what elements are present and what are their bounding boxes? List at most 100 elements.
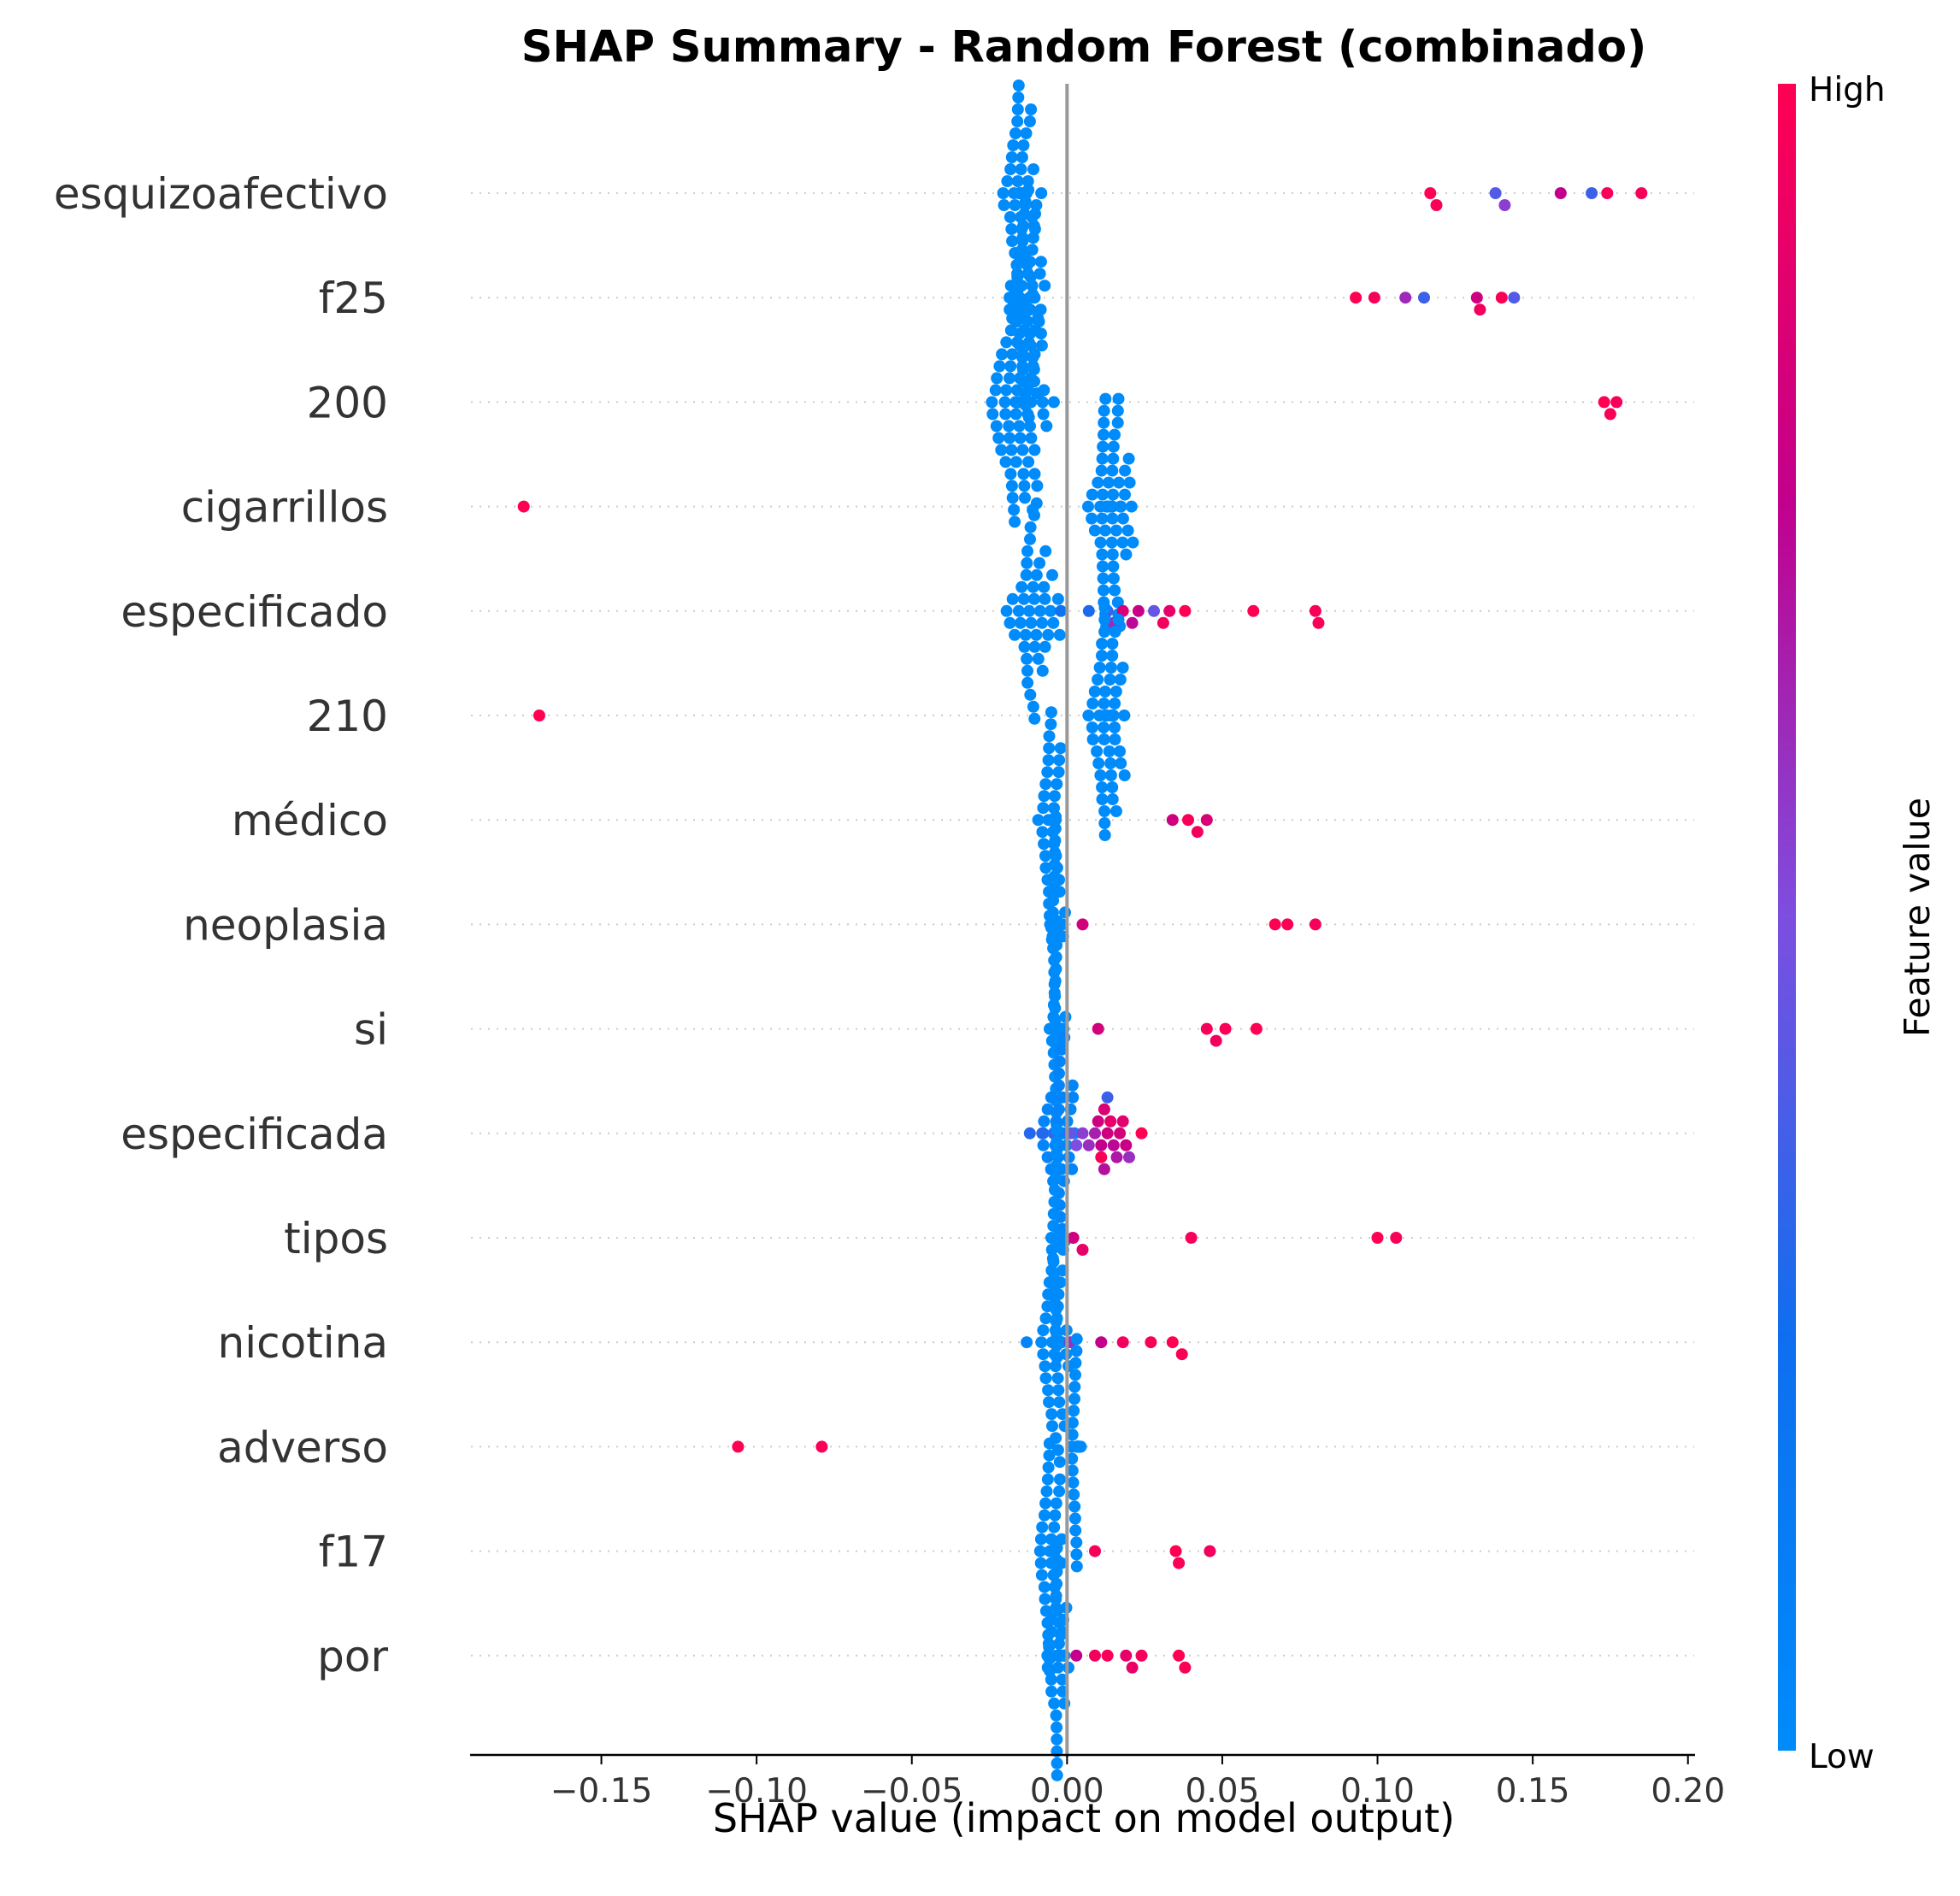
- cluster-point: [1042, 628, 1055, 641]
- cluster-point: [1092, 674, 1104, 686]
- cluster-point: [1036, 1521, 1049, 1534]
- cluster-point: [1025, 396, 1038, 409]
- cluster-point: [1086, 698, 1099, 710]
- cluster-point: [1096, 512, 1109, 525]
- cluster-point: [1004, 372, 1015, 385]
- cluster-point: [1051, 1721, 1063, 1734]
- cluster-point: [1043, 1449, 1056, 1462]
- cluster-point: [1102, 476, 1115, 489]
- chart-title: SHAP Summary - Random Forest (combinado): [521, 22, 1647, 73]
- cluster-point: [1021, 556, 1033, 569]
- cluster-point: [999, 456, 1012, 468]
- cluster-point: [1043, 1276, 1056, 1289]
- cluster-point: [1051, 1124, 1063, 1136]
- cluster-point: [1098, 698, 1110, 710]
- cluster-point: [1053, 1485, 1066, 1498]
- cluster-point: [1035, 1336, 1048, 1349]
- cluster-point: [1027, 163, 1039, 175]
- cluster-point: [1039, 1372, 1052, 1385]
- x-tick-label: 0.10: [1340, 1772, 1415, 1811]
- cluster-point: [1111, 416, 1124, 429]
- colorbar: High Low Feature value: [1778, 71, 1938, 1776]
- cluster-point: [1052, 766, 1065, 779]
- cluster-point: [1053, 1067, 1065, 1080]
- cluster-point: [1015, 244, 1028, 256]
- cluster-point: [1048, 986, 1061, 999]
- cluster-point: [1041, 1103, 1054, 1116]
- cluster-point: [1050, 1497, 1062, 1510]
- cluster-point: [991, 372, 1004, 385]
- cluster-point: [1055, 1043, 1068, 1056]
- cluster-point: [1045, 706, 1057, 719]
- cluster-point: [1009, 199, 1021, 211]
- cluster-point: [1010, 384, 1023, 397]
- cluster-point: [1032, 652, 1045, 665]
- cluster-point: [1048, 790, 1061, 803]
- cluster-point: [1050, 1589, 1062, 1602]
- cluster-point: [1039, 640, 1051, 653]
- cluster-point: [1045, 1685, 1058, 1698]
- cluster-point: [1093, 662, 1106, 674]
- data-point: [1023, 1127, 1036, 1139]
- cluster-point: [1098, 626, 1111, 638]
- data-point: [1076, 918, 1089, 931]
- cluster-point: [1051, 915, 1063, 927]
- cluster-point: [1027, 220, 1040, 233]
- cluster-point: [1006, 592, 1019, 605]
- colorbar-high-label: High: [1809, 71, 1886, 109]
- cluster-point: [1112, 614, 1125, 626]
- x-tick-label: 0.05: [1186, 1772, 1260, 1811]
- data-point: [1247, 604, 1260, 617]
- data-point: [1474, 303, 1486, 316]
- cluster-point: [1051, 1136, 1063, 1148]
- cluster-point: [1082, 710, 1095, 721]
- cluster-point: [1027, 580, 1039, 593]
- cluster-point: [1019, 628, 1032, 641]
- feature-rows: esquizoafectivo f25 200 cigarrillos especifi…: [54, 169, 1694, 1681]
- cluster-point: [1113, 476, 1125, 489]
- cluster-point: [1036, 616, 1049, 629]
- data-point: [1309, 604, 1321, 617]
- cluster-point: [1008, 288, 1021, 301]
- cluster-point: [1052, 1228, 1065, 1241]
- cluster-point: [1015, 151, 1028, 163]
- cluster-point: [1027, 288, 1039, 301]
- data-point: [1219, 1022, 1232, 1035]
- cluster-point: [1024, 533, 1036, 545]
- data-point: [1082, 1139, 1095, 1151]
- feature-label: si: [354, 1005, 388, 1055]
- cluster-point: [1054, 1473, 1066, 1486]
- data-point: [1055, 604, 1068, 617]
- data-point: [1635, 187, 1648, 199]
- cluster-point: [1070, 1345, 1083, 1357]
- cluster-point: [1029, 324, 1042, 337]
- cluster-point: [1025, 616, 1038, 629]
- cluster-point: [1045, 604, 1057, 617]
- data-point: [1166, 814, 1179, 827]
- data-point: [1179, 1661, 1192, 1674]
- cluster-point: [1050, 1601, 1062, 1614]
- cluster-point: [1051, 1757, 1063, 1769]
- cluster-point: [1041, 1473, 1054, 1486]
- cluster-point: [1051, 1733, 1063, 1746]
- data-point: [533, 710, 545, 721]
- x-tick-label: −0.15: [550, 1772, 653, 1811]
- cluster-point: [1051, 1661, 1064, 1674]
- cluster-point: [1056, 1625, 1068, 1638]
- data-point: [1371, 1232, 1384, 1244]
- cluster-point: [1127, 536, 1139, 549]
- cluster-point: [1051, 927, 1063, 939]
- cluster-point: [1045, 1336, 1058, 1349]
- data-point: [1399, 291, 1412, 304]
- cluster-point: [1016, 348, 1029, 361]
- data-point: [1175, 1348, 1188, 1361]
- cluster-point: [986, 396, 998, 409]
- cluster-point: [1074, 1440, 1087, 1453]
- cluster-point: [1109, 686, 1122, 698]
- cluster-point: [1022, 456, 1035, 468]
- cluster-point: [1038, 838, 1051, 851]
- cluster-point: [1018, 640, 1031, 653]
- cluster-point: [1050, 1172, 1062, 1184]
- cluster-point: [1008, 503, 1021, 516]
- cluster-point: [1053, 1396, 1066, 1409]
